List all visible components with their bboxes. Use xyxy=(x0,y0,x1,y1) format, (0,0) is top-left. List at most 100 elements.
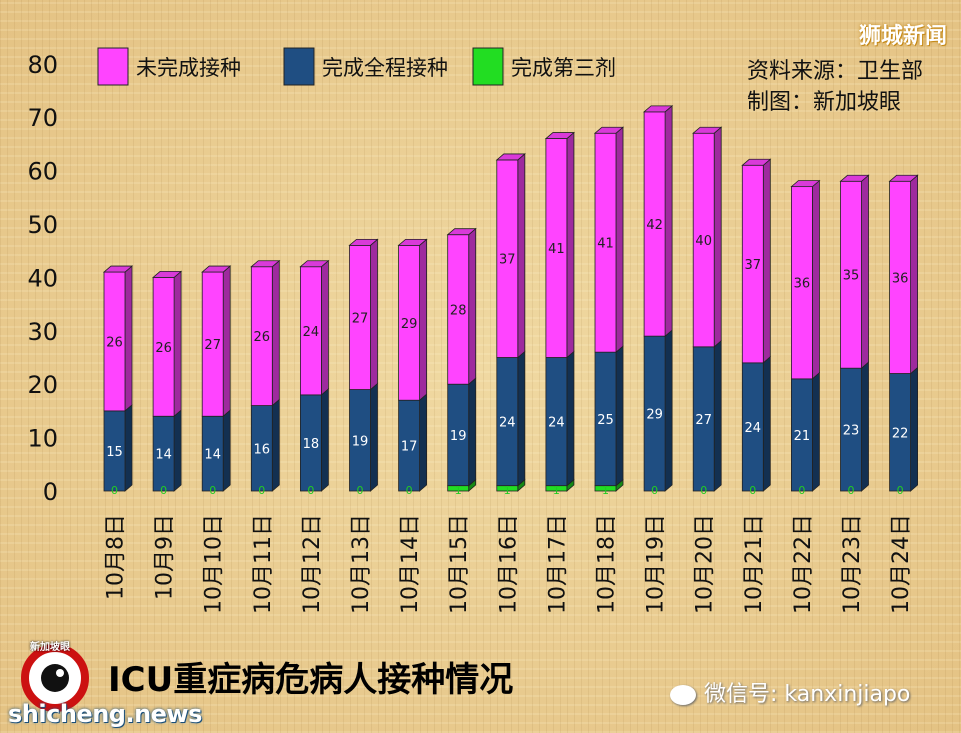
bar-top-cap xyxy=(643,105,674,113)
bar-side-unvaccinated xyxy=(173,270,182,418)
data-label-booster: 0 xyxy=(651,484,658,497)
data-label-full: 19 xyxy=(352,434,369,449)
bar-side-unvaccinated xyxy=(370,238,378,391)
bar-top-cap xyxy=(888,174,919,182)
data-label-full: 24 xyxy=(499,416,516,431)
x-tick-label: 10月14日 xyxy=(398,514,423,614)
data-label-booster: 0 xyxy=(258,484,265,497)
data-label-booster: 0 xyxy=(897,484,904,497)
data-label-unvaccinated: 40 xyxy=(695,234,712,249)
bar-top-cap xyxy=(152,270,183,278)
data-label-unvaccinated: 27 xyxy=(352,311,369,326)
data-label-unvaccinated: 37 xyxy=(745,258,762,273)
x-tick-label: 10月11日 xyxy=(251,514,276,614)
legend-swatch-unvaccinated xyxy=(97,47,129,86)
bar-side-unvaccinated xyxy=(664,104,673,338)
bar-top-cap xyxy=(446,228,477,236)
y-tick-label: 80 xyxy=(27,51,58,79)
bar-top-cap xyxy=(495,153,526,161)
legend-label-booster: 完成第三剂 xyxy=(511,56,616,80)
y-tick-label: 70 xyxy=(27,104,58,132)
bar-side-unvaccinated xyxy=(566,131,575,359)
chart-title: ICU重症病危病人接种情况 xyxy=(108,660,514,700)
bar-side-full xyxy=(124,404,133,492)
site-watermark: shicheng.news xyxy=(8,700,202,728)
bar-top-cap xyxy=(397,238,428,246)
brand-watermark: 狮城新闻 xyxy=(858,24,947,49)
data-label-full: 14 xyxy=(155,448,172,463)
wechat-icon xyxy=(670,685,696,705)
data-label-full: 21 xyxy=(794,429,811,444)
data-label-booster: 0 xyxy=(307,484,314,497)
data-label-booster: 1 xyxy=(553,484,560,497)
x-tick-label: 10月20日 xyxy=(693,514,718,614)
data-label-full: 25 xyxy=(597,413,614,428)
y-tick-label: 20 xyxy=(27,371,58,399)
bar-side-full xyxy=(173,409,182,492)
data-label-booster: 0 xyxy=(749,484,756,497)
bar-top-cap xyxy=(593,126,625,134)
x-tick-label: 10月24日 xyxy=(889,514,914,614)
bar-side-unvaccinated xyxy=(468,227,477,386)
data-label-booster: 1 xyxy=(455,484,462,497)
data-label-unvaccinated: 26 xyxy=(106,335,123,350)
bar-side-unvaccinated xyxy=(517,153,526,359)
data-label-booster: 0 xyxy=(160,484,167,497)
bar-side-unvaccinated xyxy=(320,259,329,396)
data-label-full: 15 xyxy=(106,445,123,460)
bar-side-full xyxy=(419,393,428,492)
data-label-unvaccinated: 41 xyxy=(548,242,565,257)
x-tick-label: 10月15日 xyxy=(447,514,472,614)
data-label-booster: 1 xyxy=(504,484,511,497)
bar-side-unvaccinated xyxy=(124,265,133,412)
data-label-full: 27 xyxy=(695,413,712,428)
data-label-full: 29 xyxy=(646,408,663,423)
data-label-full: 22 xyxy=(892,426,909,441)
x-tick-label: 10月8日 xyxy=(104,514,129,600)
bar-side-full xyxy=(910,366,918,492)
x-tick-label: 10月17日 xyxy=(545,514,570,614)
wechat-id: 微信号: kanxinjiapo xyxy=(670,676,910,708)
data-label-booster: 0 xyxy=(111,484,118,497)
data-label-full: 24 xyxy=(548,416,565,431)
bar-side-full xyxy=(861,361,869,492)
bar-side-full xyxy=(222,409,231,492)
data-label-booster: 0 xyxy=(357,484,364,497)
data-label-full: 24 xyxy=(745,421,762,436)
bar-top-cap xyxy=(839,174,870,182)
data-label-full: 16 xyxy=(254,442,271,457)
bar-side-full xyxy=(271,398,280,492)
bar-side-unvaccinated xyxy=(910,174,918,375)
data-label-unvaccinated: 35 xyxy=(843,269,860,284)
data-label-unvaccinated: 42 xyxy=(646,218,663,233)
bar-top-cap xyxy=(299,260,330,268)
bar-side-unvaccinated xyxy=(713,126,722,348)
bar-side-full xyxy=(664,329,673,492)
data-label-booster: 0 xyxy=(700,484,707,497)
bar-top-cap xyxy=(790,180,821,188)
bar-top-cap xyxy=(348,238,379,246)
data-label-unvaccinated: 29 xyxy=(401,317,418,332)
bar-side-unvaccinated xyxy=(222,265,231,418)
data-label-full: 17 xyxy=(401,440,418,455)
bar-top-cap xyxy=(250,260,281,268)
wechat-text: 微信号: kanxinjiapo xyxy=(704,682,911,707)
data-label-booster: 0 xyxy=(406,484,413,497)
y-tick-label: 40 xyxy=(27,264,58,292)
bar-side-unvaccinated xyxy=(615,126,624,354)
data-label-unvaccinated: 36 xyxy=(794,277,811,292)
x-tick-label: 10月21日 xyxy=(742,514,767,614)
logo-label: 新加坡眼 xyxy=(30,642,70,653)
bar-side-unvaccinated xyxy=(762,158,771,364)
bar-side-full xyxy=(812,371,820,492)
x-tick-label: 10月10日 xyxy=(202,514,227,614)
data-label-unvaccinated: 28 xyxy=(450,303,467,318)
bar-side-full xyxy=(370,382,378,492)
data-label-full: 18 xyxy=(303,437,320,452)
x-tick-label: 10月9日 xyxy=(153,514,178,600)
x-tick-label: 10月13日 xyxy=(349,514,374,614)
data-label-full: 19 xyxy=(450,429,467,444)
data-label-booster: 0 xyxy=(848,484,855,497)
x-tick-label: 10月19日 xyxy=(644,514,669,614)
